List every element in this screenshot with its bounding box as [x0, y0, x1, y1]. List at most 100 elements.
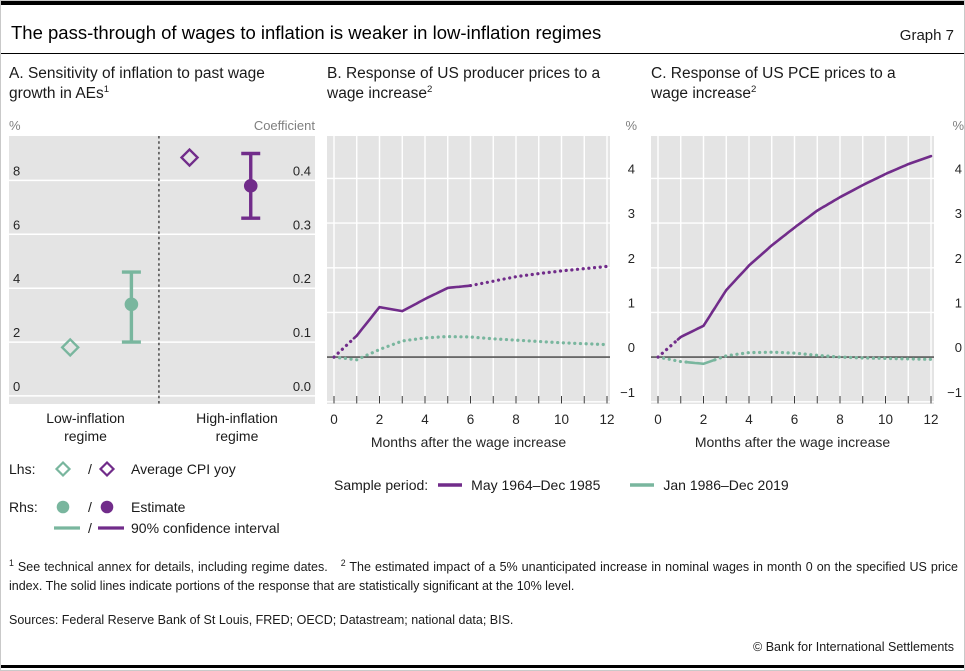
y-axis-tick-label: −1	[620, 385, 635, 400]
panel-b-axis-units: %	[327, 114, 637, 136]
plot-background	[9, 136, 315, 404]
panel-a-legend: Lhs: / Average CPI yoy Rhs: / Estimate	[9, 458, 315, 538]
right-axis-tick-label: 0.3	[293, 217, 311, 232]
copyright-line: © Bank for International Settlements	[753, 640, 954, 654]
right-axis-tick-label: 0.2	[293, 271, 311, 286]
header: The pass-through of wages to inflation i…	[1, 5, 964, 54]
x-axis-tick-label: 4	[421, 412, 429, 427]
diamond-shape	[98, 460, 116, 477]
b-series-0-dotted-line	[332, 264, 609, 359]
x-axis-title: Months after the wage increase	[695, 434, 891, 450]
panel-b-title-text: B. Response of US producer prices to a w…	[327, 65, 601, 103]
left-axis-tick-label: 0	[13, 379, 20, 394]
legend-separator: /	[88, 460, 92, 477]
diamond-purple-swatch-icon	[98, 460, 116, 477]
y-axis-tick-label: 0	[955, 340, 962, 355]
panel-a-title-footnote-ref: 1	[103, 84, 110, 96]
panel-a-title: A. Sensitivity of inflation to past wage…	[9, 54, 315, 114]
panel-a-category-labels: Low-inflation regime High-inflation regi…	[9, 404, 315, 444]
x-axis-tick-label: 10	[878, 412, 893, 427]
panel-a: A. Sensitivity of inflation to past wage…	[9, 54, 315, 538]
x-axis-tick-label: 0	[330, 412, 338, 427]
x-axis-tick-label: 6	[467, 412, 475, 427]
panel-c-title: C. Response of US PCE prices to a wage i…	[651, 54, 964, 114]
y-axis-tick-label: 1	[955, 295, 962, 310]
panel-c-axis-units: %	[651, 114, 964, 136]
panel-b-title: B. Response of US producer prices to a w…	[327, 54, 637, 114]
right-axis-tick-label: 0.1	[293, 325, 311, 340]
legend-spacer	[9, 479, 315, 496]
legend-row-lhs: Lhs: / Average CPI yoy	[9, 458, 315, 479]
footnote-1-marker: 1	[9, 558, 14, 568]
panel-a-chart: 0 0.0 2 0.1 4 0.2 6 0.3 8 0.4	[9, 136, 315, 404]
chart-title: The pass-through of wages to inflation i…	[11, 22, 602, 43]
x-axis-tick-label: 6	[791, 412, 799, 427]
category-label-high-inflation: High-inflation regime	[196, 410, 278, 445]
sample-period-legend: Sample period: May 1964–Dec 1985 Jan 198…	[334, 475, 789, 495]
right-axis-unit-label: Coefficient	[253, 118, 315, 133]
lhs-series-label: Average CPI yoy	[131, 460, 236, 477]
y-axis-tick-label: 1	[628, 295, 635, 310]
graph-number-label: Graph 7	[899, 27, 954, 44]
panel-b-title-footnote-ref: 2	[426, 84, 433, 96]
sample-period-1986-2019-label: Jan 1986–Dec 2019	[663, 477, 789, 493]
estimate-series-label: Estimate	[131, 498, 186, 515]
line-purple-swatch-icon	[438, 483, 463, 487]
y-axis-tick-label: 4	[628, 161, 635, 176]
circle-shape	[56, 500, 70, 513]
x-axis-tick-label: 10	[554, 412, 569, 427]
circle-green-swatch-icon	[56, 500, 70, 513]
c-series-0-dotted-line	[656, 337, 680, 359]
category-label-low-inflation: Low-inflation regime	[46, 410, 125, 445]
panel-c: C. Response of US PCE prices to a wage i…	[651, 54, 964, 454]
circle-purple-swatch-icon	[100, 500, 114, 513]
legend-row-rhs-estimate: Rhs: / Estimate	[9, 496, 315, 517]
estimate-circle-marker	[243, 179, 258, 193]
legend-row-rhs-ci: / 90% confidence interval	[9, 517, 315, 538]
panel-a-title-text: A. Sensitivity of inflation to past wage…	[9, 65, 265, 103]
right-axis-tick-label: 0.4	[293, 163, 311, 178]
plot-background	[651, 136, 934, 404]
footnote-2-text: The estimated impact of a 5% unanticipat…	[9, 560, 958, 593]
y-axis-tick-label: 4	[955, 161, 962, 176]
top-rule	[1, 1, 964, 5]
footnotes: 1 See technical annex for details, inclu…	[9, 557, 958, 596]
sample-period-label: Sample period:	[334, 477, 429, 493]
diamond-green-swatch-icon	[54, 460, 72, 477]
line-green-swatch-icon	[630, 483, 655, 487]
y-axis-tick-label: 0	[628, 340, 635, 355]
average-cpi-diamond-marker	[179, 147, 200, 168]
y-axis-tick-label: 3	[628, 206, 635, 221]
x-axis-tick-label: 8	[836, 412, 844, 427]
circle-shape	[100, 500, 114, 513]
x-axis-tick-label: 0	[654, 412, 662, 427]
left-axis-tick-label: 2	[13, 325, 20, 340]
x-axis-tick-label: 12	[923, 412, 938, 427]
x-axis-tick-label: 2	[700, 412, 708, 427]
left-axis-tick-label: 6	[13, 217, 20, 232]
average-cpi-diamond-marker	[60, 337, 80, 358]
legend-separator: /	[88, 498, 92, 515]
diamond-shape	[54, 460, 72, 477]
x-axis-tick-label: 4	[745, 412, 753, 427]
panel-c-title-text: C. Response of US PCE prices to a wage i…	[651, 65, 896, 103]
bottom-rule	[1, 665, 964, 668]
footnote-1-text: See technical annex for details, includi…	[17, 560, 328, 575]
sources-line: Sources: Federal Reserve Bank of St Loui…	[9, 613, 514, 627]
line-purple-swatch-icon	[98, 525, 124, 530]
right-axis-tick-label: 0.0	[293, 379, 311, 394]
legend-separator: /	[88, 519, 92, 536]
c-series-0-solid-line	[676, 154, 933, 341]
ci-series-label: 90% confidence interval	[131, 519, 280, 536]
c-series-1-dotted-line	[656, 350, 933, 364]
panel-c-title-footnote-ref: 2	[750, 84, 757, 96]
y-axis-unit-label: %	[952, 118, 964, 133]
x-axis-tick-label: 12	[599, 412, 614, 427]
sample-period-1964-1985-label: May 1964–Dec 1985	[471, 477, 601, 493]
y-axis-tick-label: 2	[628, 251, 635, 266]
plot-background	[327, 136, 610, 404]
c-series-1-solid-line	[685, 358, 717, 366]
rhs-label: Rhs:	[9, 498, 38, 515]
